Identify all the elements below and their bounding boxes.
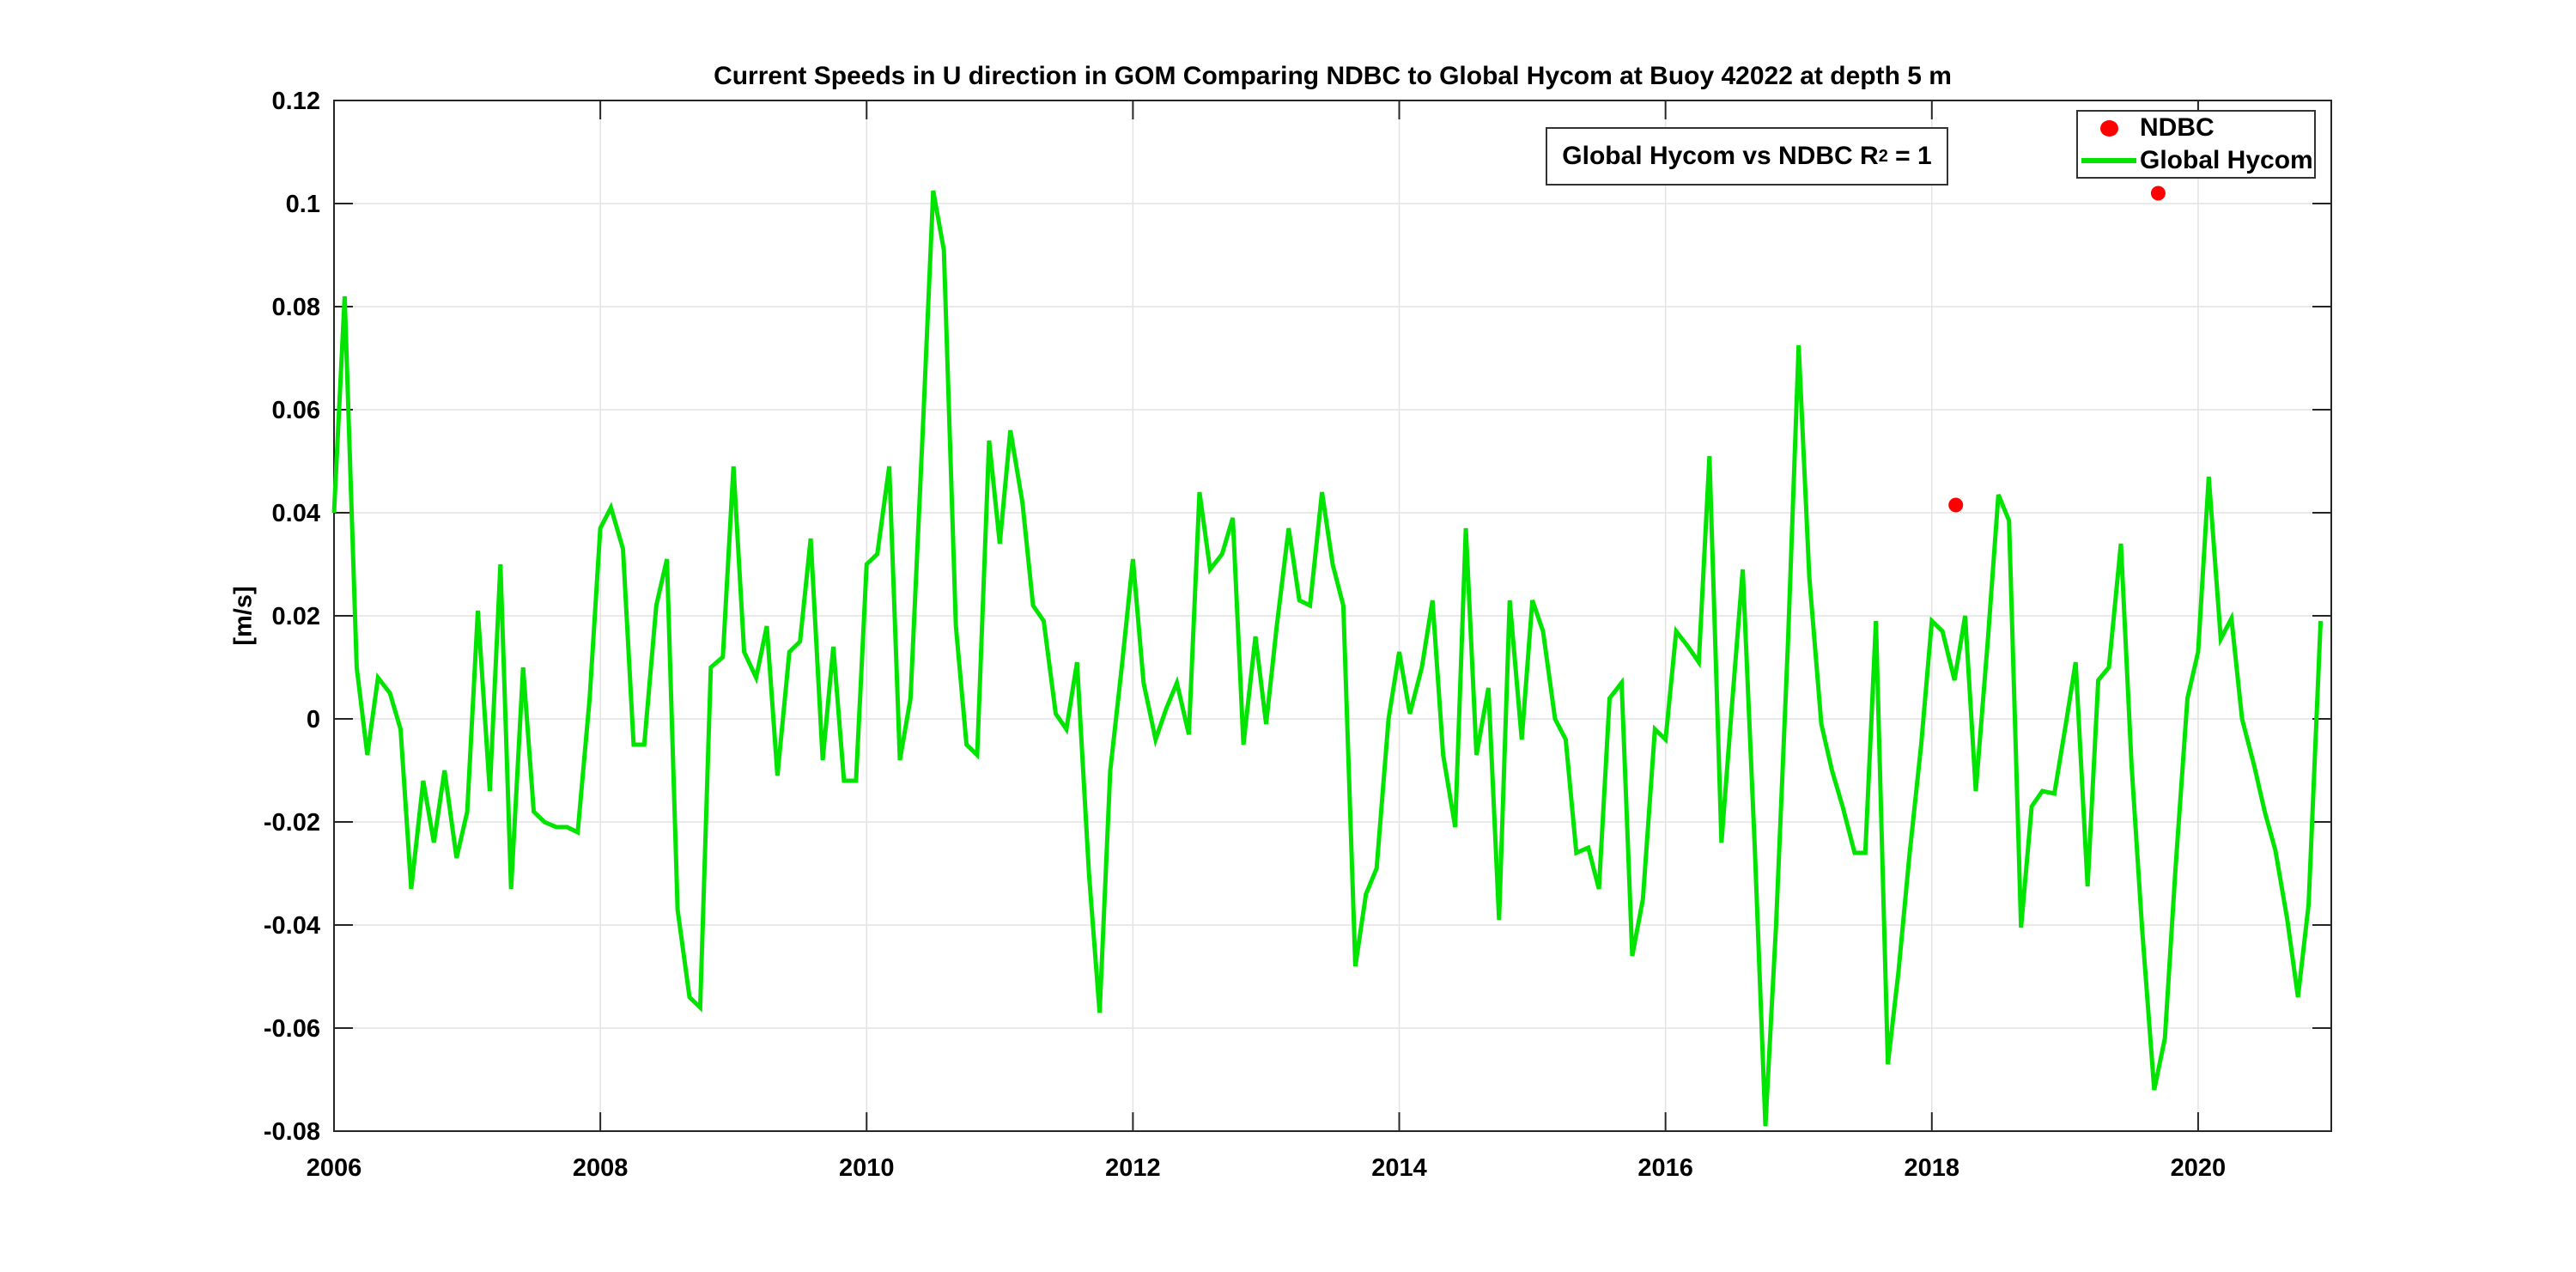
x-tick-label: 2006	[307, 1154, 362, 1182]
x-tick-label: 2012	[1105, 1154, 1161, 1182]
legend-item-ndbc: NDBC	[2078, 113, 2314, 143]
ndbc-data-point	[1948, 497, 1964, 513]
hycom-line-icon	[2081, 157, 2136, 163]
y-tick-label: 0.06	[272, 397, 320, 424]
x-tick-label: 2018	[1905, 1154, 1960, 1182]
r-squared-text-suffix: = 1	[1887, 142, 1932, 170]
x-tick-label: 2014	[1371, 1154, 1427, 1182]
legend-item-global-hycom: Global Hycom	[2078, 145, 2314, 176]
y-tick-label: 0.08	[272, 294, 320, 321]
x-tick-label: 2020	[2171, 1154, 2227, 1182]
y-tick-label: 0.02	[272, 603, 320, 630]
y-tick-label: -0.08	[264, 1118, 320, 1146]
y-tick-label: 0.1	[286, 191, 320, 218]
ndbc-marker-icon	[2099, 119, 2118, 137]
y-tick-label: -0.02	[264, 809, 320, 837]
x-tick-label: 2010	[839, 1154, 895, 1182]
x-tick-label: 2016	[1637, 1154, 1693, 1182]
legend: NDBC Global Hycom	[2076, 110, 2316, 179]
x-tick-label: 2008	[573, 1154, 629, 1182]
hycom-series-line	[331, 190, 2324, 1127]
y-tick-label: 0.04	[272, 500, 320, 527]
y-tick-label: 0.12	[272, 88, 320, 115]
chart-title: Current Speeds in U direction in GOM Com…	[714, 62, 1952, 90]
legend-label-global-hycom: Global Hycom	[2140, 145, 2313, 174]
y-tick-label: -0.04	[264, 912, 320, 940]
y-axis-label: [m/s]	[229, 586, 258, 646]
r-squared-text-prefix: Global Hycom vs NDBC R	[1562, 142, 1879, 170]
y-tick-label: 0	[307, 706, 320, 733]
ndbc-data-point	[2150, 186, 2166, 201]
legend-label-ndbc: NDBC	[2140, 113, 2215, 143]
y-tick-label: -0.06	[264, 1015, 320, 1043]
